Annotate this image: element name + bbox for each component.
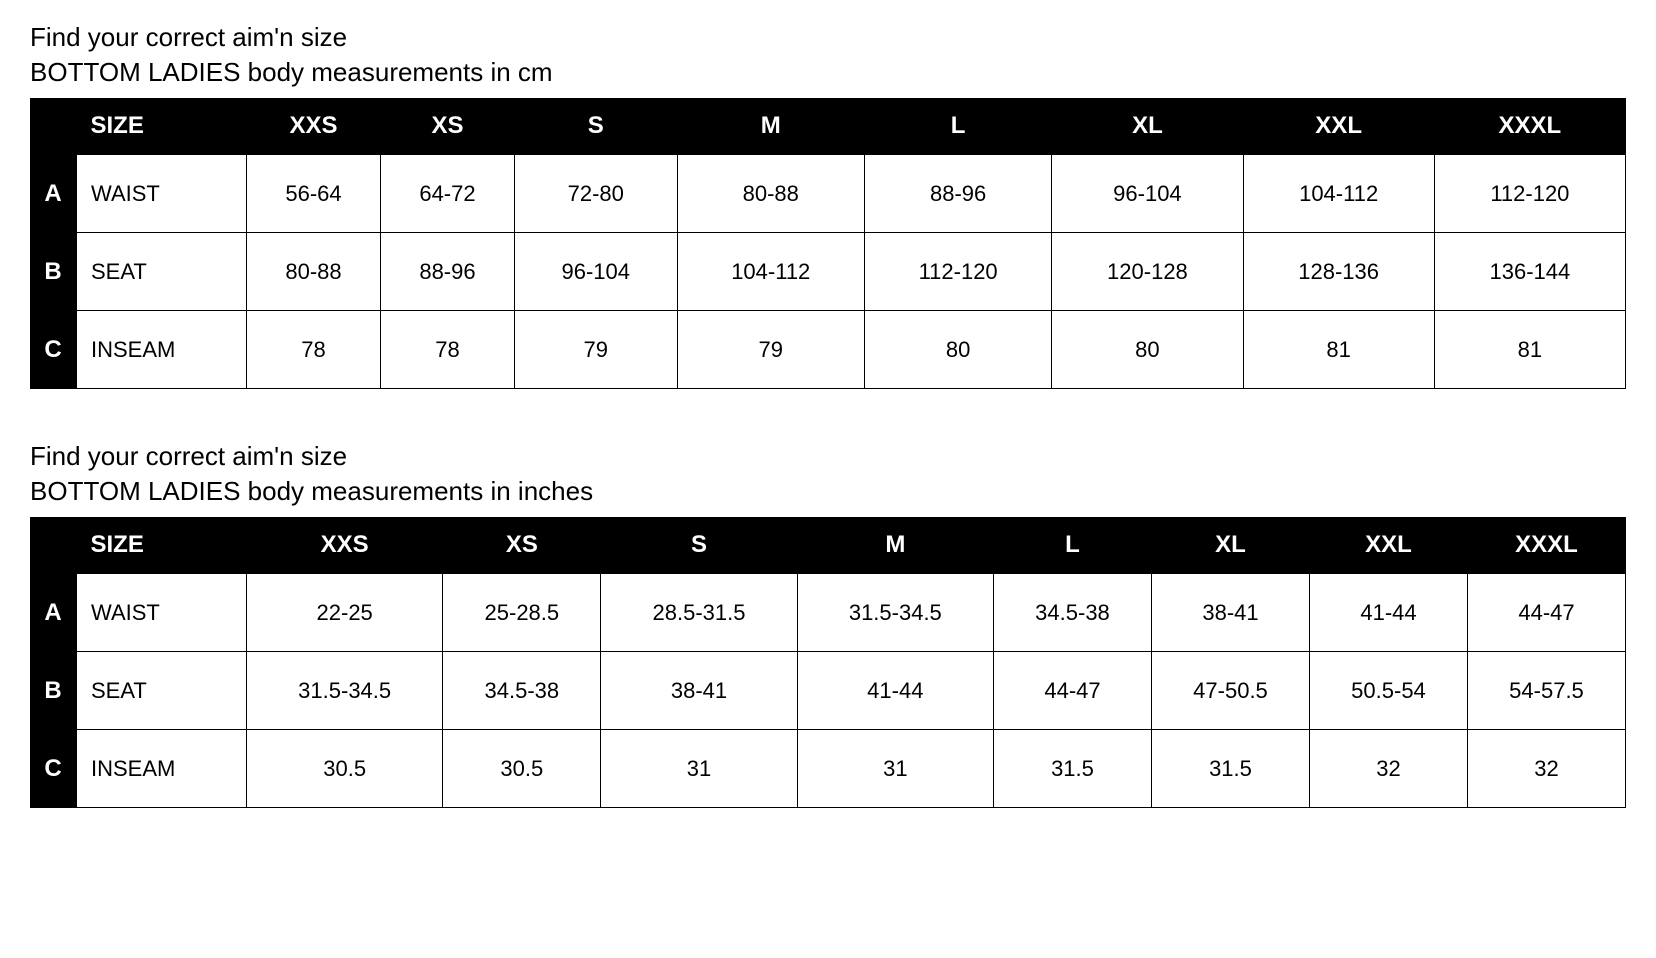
- table-title-line1: Find your correct aim'n size: [30, 439, 1626, 474]
- row-measure-name: WAIST: [77, 155, 247, 233]
- cell-value: 64-72: [380, 155, 514, 233]
- table-row: CINSEAM7878797980808181: [30, 311, 1626, 389]
- row-letter: A: [30, 155, 77, 233]
- size-chart-table: SIZEXXSXSSMLXLXXLXXXLAWAIST56-6464-7272-…: [30, 98, 1626, 389]
- cell-value: 44-47: [1467, 574, 1625, 652]
- cell-value: 34.5-38: [993, 574, 1151, 652]
- table-title-block: Find your correct aim'n sizeBOTTOM LADIE…: [30, 439, 1626, 509]
- cell-value: 78: [380, 311, 514, 389]
- cell-value: 31.5: [1151, 730, 1309, 808]
- cell-value: 31.5: [993, 730, 1151, 808]
- cell-value: 80: [864, 311, 1051, 389]
- header-size-col: XL: [1151, 517, 1309, 574]
- row-letter: C: [30, 311, 77, 389]
- cell-value: 80-88: [677, 155, 864, 233]
- cell-value: 96-104: [514, 233, 677, 311]
- header-size-col: XXS: [247, 517, 443, 574]
- row-measure-name: SEAT: [77, 233, 247, 311]
- row-measure-name: INSEAM: [77, 730, 247, 808]
- size-chart-table: SIZEXXSXSSMLXLXXLXXXLAWAIST22-2525-28.52…: [30, 517, 1626, 808]
- table-title-block: Find your correct aim'n sizeBOTTOM LADIE…: [30, 20, 1626, 90]
- header-size-col: XXXL: [1434, 98, 1625, 155]
- header-size-col: M: [797, 517, 993, 574]
- cell-value: 22-25: [247, 574, 443, 652]
- table-title-line1: Find your correct aim'n size: [30, 20, 1626, 55]
- cell-value: 32: [1467, 730, 1625, 808]
- header-size-col: S: [601, 517, 797, 574]
- header-corner: [30, 517, 77, 574]
- header-size-col: M: [677, 98, 864, 155]
- header-size-col: L: [993, 517, 1151, 574]
- cell-value: 31: [797, 730, 993, 808]
- cell-value: 41-44: [1309, 574, 1467, 652]
- cell-value: 79: [514, 311, 677, 389]
- cell-value: 104-112: [677, 233, 864, 311]
- cell-value: 81: [1243, 311, 1434, 389]
- table-row: AWAIST56-6464-7272-8080-8888-9696-104104…: [30, 155, 1626, 233]
- table-title-line2: BOTTOM LADIES body measurements in cm: [30, 55, 1626, 90]
- header-size-col: XS: [443, 517, 601, 574]
- header-size: SIZE: [77, 517, 247, 574]
- cell-value: 88-96: [380, 233, 514, 311]
- cell-value: 47-50.5: [1151, 652, 1309, 730]
- cell-value: 54-57.5: [1467, 652, 1625, 730]
- cell-value: 136-144: [1434, 233, 1625, 311]
- cell-value: 78: [247, 311, 381, 389]
- cell-value: 38-41: [1151, 574, 1309, 652]
- cell-value: 80: [1052, 311, 1243, 389]
- header-size: SIZE: [77, 98, 247, 155]
- cell-value: 31.5-34.5: [797, 574, 993, 652]
- header-size-col: XXS: [247, 98, 381, 155]
- cell-value: 38-41: [601, 652, 797, 730]
- row-letter: A: [30, 574, 77, 652]
- row-letter: C: [30, 730, 77, 808]
- table-header-row: SIZEXXSXSSMLXLXXLXXXL: [30, 98, 1626, 155]
- cell-value: 88-96: [864, 155, 1051, 233]
- cell-value: 112-120: [1434, 155, 1625, 233]
- cell-value: 112-120: [864, 233, 1051, 311]
- cell-value: 31.5-34.5: [247, 652, 443, 730]
- table-title-line2: BOTTOM LADIES body measurements in inche…: [30, 474, 1626, 509]
- cell-value: 31: [601, 730, 797, 808]
- cell-value: 50.5-54: [1309, 652, 1467, 730]
- cell-value: 44-47: [993, 652, 1151, 730]
- cell-value: 72-80: [514, 155, 677, 233]
- cell-value: 41-44: [797, 652, 993, 730]
- cell-value: 96-104: [1052, 155, 1243, 233]
- row-letter: B: [30, 233, 77, 311]
- cell-value: 128-136: [1243, 233, 1434, 311]
- table-row: BSEAT31.5-34.534.5-3838-4141-4444-4747-5…: [30, 652, 1626, 730]
- table-header-row: SIZEXXSXSSMLXLXXLXXXL: [30, 517, 1626, 574]
- header-size-col: XXL: [1243, 98, 1434, 155]
- header-size-col: XXXL: [1467, 517, 1625, 574]
- cell-value: 32: [1309, 730, 1467, 808]
- cell-value: 79: [677, 311, 864, 389]
- table-row: AWAIST22-2525-28.528.5-31.531.5-34.534.5…: [30, 574, 1626, 652]
- cell-value: 28.5-31.5: [601, 574, 797, 652]
- row-letter: B: [30, 652, 77, 730]
- header-size-col: S: [514, 98, 677, 155]
- row-measure-name: SEAT: [77, 652, 247, 730]
- header-size-col: XXL: [1309, 517, 1467, 574]
- cell-value: 30.5: [443, 730, 601, 808]
- header-size-col: XS: [380, 98, 514, 155]
- cell-value: 80-88: [247, 233, 381, 311]
- row-measure-name: WAIST: [77, 574, 247, 652]
- row-measure-name: INSEAM: [77, 311, 247, 389]
- cell-value: 34.5-38: [443, 652, 601, 730]
- header-size-col: L: [864, 98, 1051, 155]
- header-size-col: XL: [1052, 98, 1243, 155]
- cell-value: 56-64: [247, 155, 381, 233]
- cell-value: 104-112: [1243, 155, 1434, 233]
- cell-value: 81: [1434, 311, 1625, 389]
- table-row: CINSEAM30.530.5313131.531.53232: [30, 730, 1626, 808]
- cell-value: 120-128: [1052, 233, 1243, 311]
- header-corner: [30, 98, 77, 155]
- cell-value: 30.5: [247, 730, 443, 808]
- cell-value: 25-28.5: [443, 574, 601, 652]
- table-row: BSEAT80-8888-9696-104104-112112-120120-1…: [30, 233, 1626, 311]
